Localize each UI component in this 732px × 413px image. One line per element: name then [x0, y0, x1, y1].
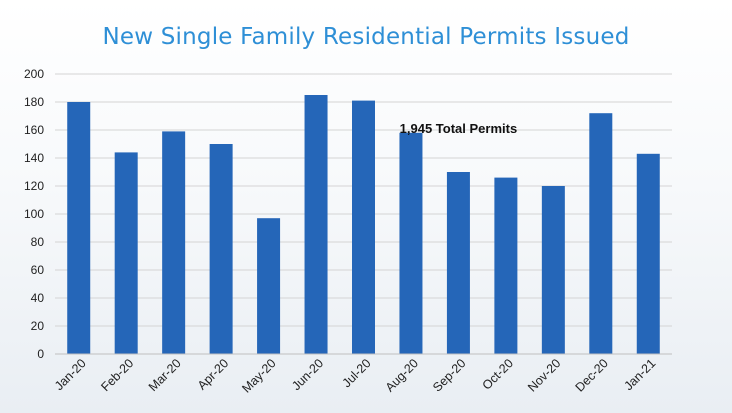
y-tick-label: 60 — [31, 263, 45, 277]
x-axis-ticks: Jan-20 Feb-20 Mar-20 Apr-20 May-20 Jun-20 Jul-… — [52, 356, 658, 395]
y-tick-label: 20 — [31, 319, 45, 333]
x-tick-label: Nov-20 — [525, 356, 563, 394]
y-tick-label: 120 — [24, 179, 44, 193]
bar-mar-20 — [162, 131, 186, 354]
y-tick-label: 80 — [31, 235, 45, 249]
x-tick-label: Oct-20 — [480, 356, 516, 392]
x-tick-label: Feb-20 — [98, 356, 136, 394]
bar-may-20 — [257, 218, 281, 354]
y-axis-ticks: 0 20 40 60 80 100 120 140 160 180 200 — [24, 67, 44, 361]
y-tick-label: 200 — [24, 67, 44, 81]
bar-sep-20 — [446, 172, 470, 354]
x-tick-label: Mar-20 — [146, 356, 184, 394]
x-tick-label: Sep-20 — [430, 356, 468, 394]
y-tick-label: 0 — [37, 347, 44, 361]
y-tick-label: 40 — [31, 291, 45, 305]
bar-jan-21 — [636, 153, 660, 354]
bar-dec-20 — [589, 113, 613, 354]
x-tick-label: Jan-21 — [621, 356, 658, 393]
x-tick-label: May-20 — [239, 356, 278, 395]
x-tick-label: Jun-20 — [289, 356, 326, 393]
bar-oct-20 — [494, 177, 518, 354]
bar-jul-20 — [352, 100, 375, 354]
bars — [67, 95, 660, 354]
bar-jan-20 — [67, 102, 91, 354]
x-tick-label: Dec-20 — [573, 356, 611, 394]
y-tick-label: 160 — [24, 123, 44, 137]
x-tick-label: Aug-20 — [383, 356, 421, 394]
bar-nov-20 — [541, 186, 565, 354]
bar-jun-20 — [304, 95, 328, 354]
x-tick-label: Jul-20 — [340, 356, 374, 390]
y-tick-label: 100 — [24, 207, 44, 221]
y-tick-label: 180 — [24, 95, 44, 109]
bar-aug-20 — [399, 132, 423, 354]
bar-feb-20 — [114, 152, 138, 354]
bar-apr-20 — [209, 144, 233, 354]
y-tick-label: 140 — [24, 151, 44, 165]
total-permits-annotation: 1,945 Total Permits — [400, 121, 518, 136]
chart-title: New Single Family Residential Permits Is… — [102, 24, 630, 50]
x-tick-label: Apr-20 — [195, 356, 231, 392]
x-tick-label: Jan-20 — [52, 356, 89, 393]
